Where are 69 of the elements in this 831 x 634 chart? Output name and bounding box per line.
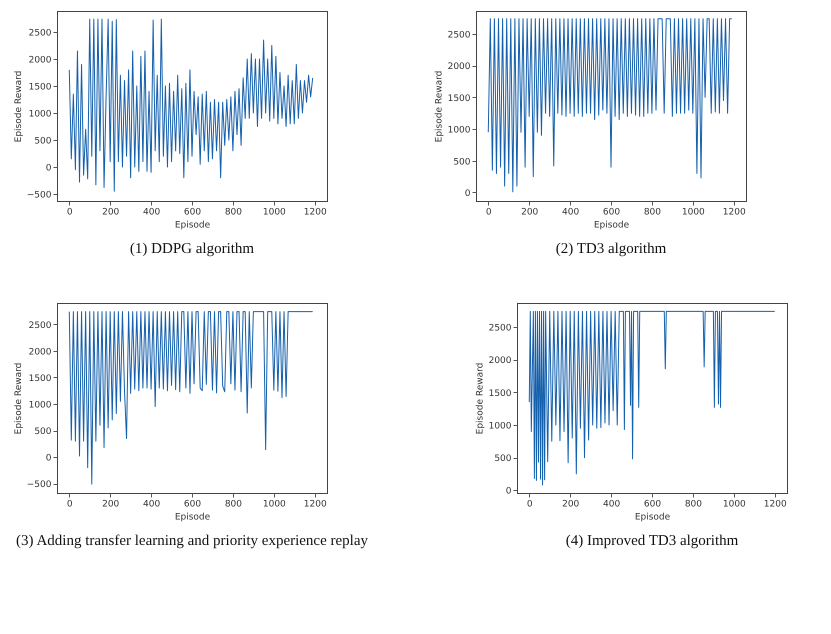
y-tick-label: 1000 [488,421,512,432]
y-tick-label: 2000 [28,347,52,358]
y-tick-label: 0 [506,486,512,497]
y-axis-title: Episode Reward [434,70,445,142]
x-tick-label: 600 [184,208,202,218]
x-tick-label: 0 [526,500,533,510]
line-series [528,310,776,486]
y-axis-title: Episode Reward [476,362,486,434]
y-tick-label: 2500 [448,30,471,41]
line-series [68,18,314,192]
x-tick-label: 400 [562,208,580,218]
x-tick-label: 1200 [764,500,787,510]
x-tick-label: 800 [684,500,702,510]
x-axis-title: Episode [594,220,630,230]
y-tick-label: −500 [26,190,52,200]
y-tick-label: 2000 [488,356,512,366]
text: (2) TD3 algorithm [556,241,667,257]
y-tick-label: 0 [46,163,52,174]
x-tick-label: 400 [142,208,160,218]
y-axis-title: Episode Reward [14,362,24,434]
y-tick-label: 500 [494,454,512,464]
x-axis-title: Episode [174,220,211,230]
text: (3) Adding transfer learning and priority experience replay [16,533,368,549]
y-tick-label: 2500 [28,320,52,331]
x-tick-label: 1000 [262,208,286,218]
y-tick-label: 1500 [488,388,512,399]
x-tick-label: 1000 [722,500,746,510]
x-tick-label: 400 [142,500,160,510]
text: (4) Improved TD3 algorithm [566,533,739,549]
x-tick-label: 600 [602,208,620,218]
x-tick-label: 200 [102,208,120,218]
x-tick-label: 200 [562,500,580,510]
y-tick-label: 2500 [488,324,512,334]
y-axis-title: Episode Reward [14,70,24,142]
x-tick-label: 400 [602,500,620,510]
y-tick-label: 1500 [28,374,52,384]
y-tick-label: 500 [34,136,52,147]
x-tick-label: 1200 [304,500,327,510]
x-tick-label: 1200 [722,208,746,218]
x-tick-label: 800 [224,500,242,510]
x-axis-title: Episode [174,512,211,522]
y-tick-label: 1500 [448,94,471,104]
y-tick-label: 2000 [28,56,52,66]
x-tick-label: 200 [521,208,539,218]
x-axis-title: Episode [634,512,671,522]
line-series [68,311,314,485]
y-tick-label: 1000 [28,110,52,120]
y-tick-label: 0 [464,188,471,199]
y-tick-label: 1000 [448,126,471,136]
x-tick-label: 600 [184,500,202,510]
y-tick-label: −500 [26,480,52,490]
x-tick-label: 0 [66,500,73,510]
y-tick-label: 1000 [28,400,52,410]
y-tick-label: 0 [46,454,52,464]
x-tick-label: 1200 [304,208,327,218]
x-tick-label: 600 [644,500,662,510]
x-tick-label: 200 [102,500,120,510]
x-tick-label: 800 [644,208,662,218]
y-tick-label: 2500 [28,28,52,39]
y-tick-label: 2000 [448,62,471,72]
x-tick-label: 1000 [682,208,706,218]
y-tick-label: 1500 [28,82,52,93]
line-series [488,18,732,192]
x-tick-label: 800 [224,208,242,218]
y-tick-label: 500 [453,157,471,168]
x-tick-label: 0 [66,208,73,218]
x-tick-label: 1000 [262,500,286,510]
text: (1) DDPG algorithm [130,241,254,257]
y-tick-label: 500 [34,427,52,438]
